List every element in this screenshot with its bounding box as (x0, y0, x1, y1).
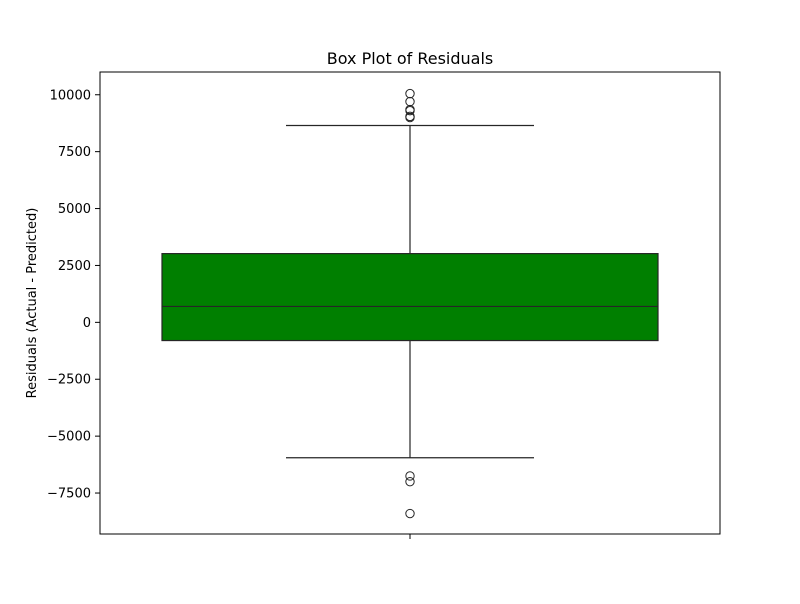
y-tick-label: −5000 (47, 430, 91, 445)
outlier-point (405, 96, 415, 107)
y-tick-label: 0 (83, 316, 91, 331)
outlier-point (405, 508, 415, 519)
y-tick-label: 5000 (58, 202, 91, 217)
outlier-point (405, 471, 415, 481)
outlier-point (405, 112, 415, 123)
y-tick-label: 10000 (50, 88, 91, 103)
outlier-point (405, 105, 415, 116)
y-tick-label: 7500 (58, 145, 91, 160)
y-tick-label: 2500 (58, 259, 91, 274)
y-tick-label: −7500 (47, 487, 91, 502)
y-axis-label: Residuals (Actual - Predicted) (25, 208, 40, 399)
iqr-box (161, 253, 659, 342)
outlier-point (405, 476, 415, 487)
y-tick-label: −2500 (47, 373, 91, 388)
outlier-point (405, 88, 415, 99)
plot-frame (99, 71, 721, 535)
chart-title: Box Plot of Residuals (327, 49, 493, 68)
